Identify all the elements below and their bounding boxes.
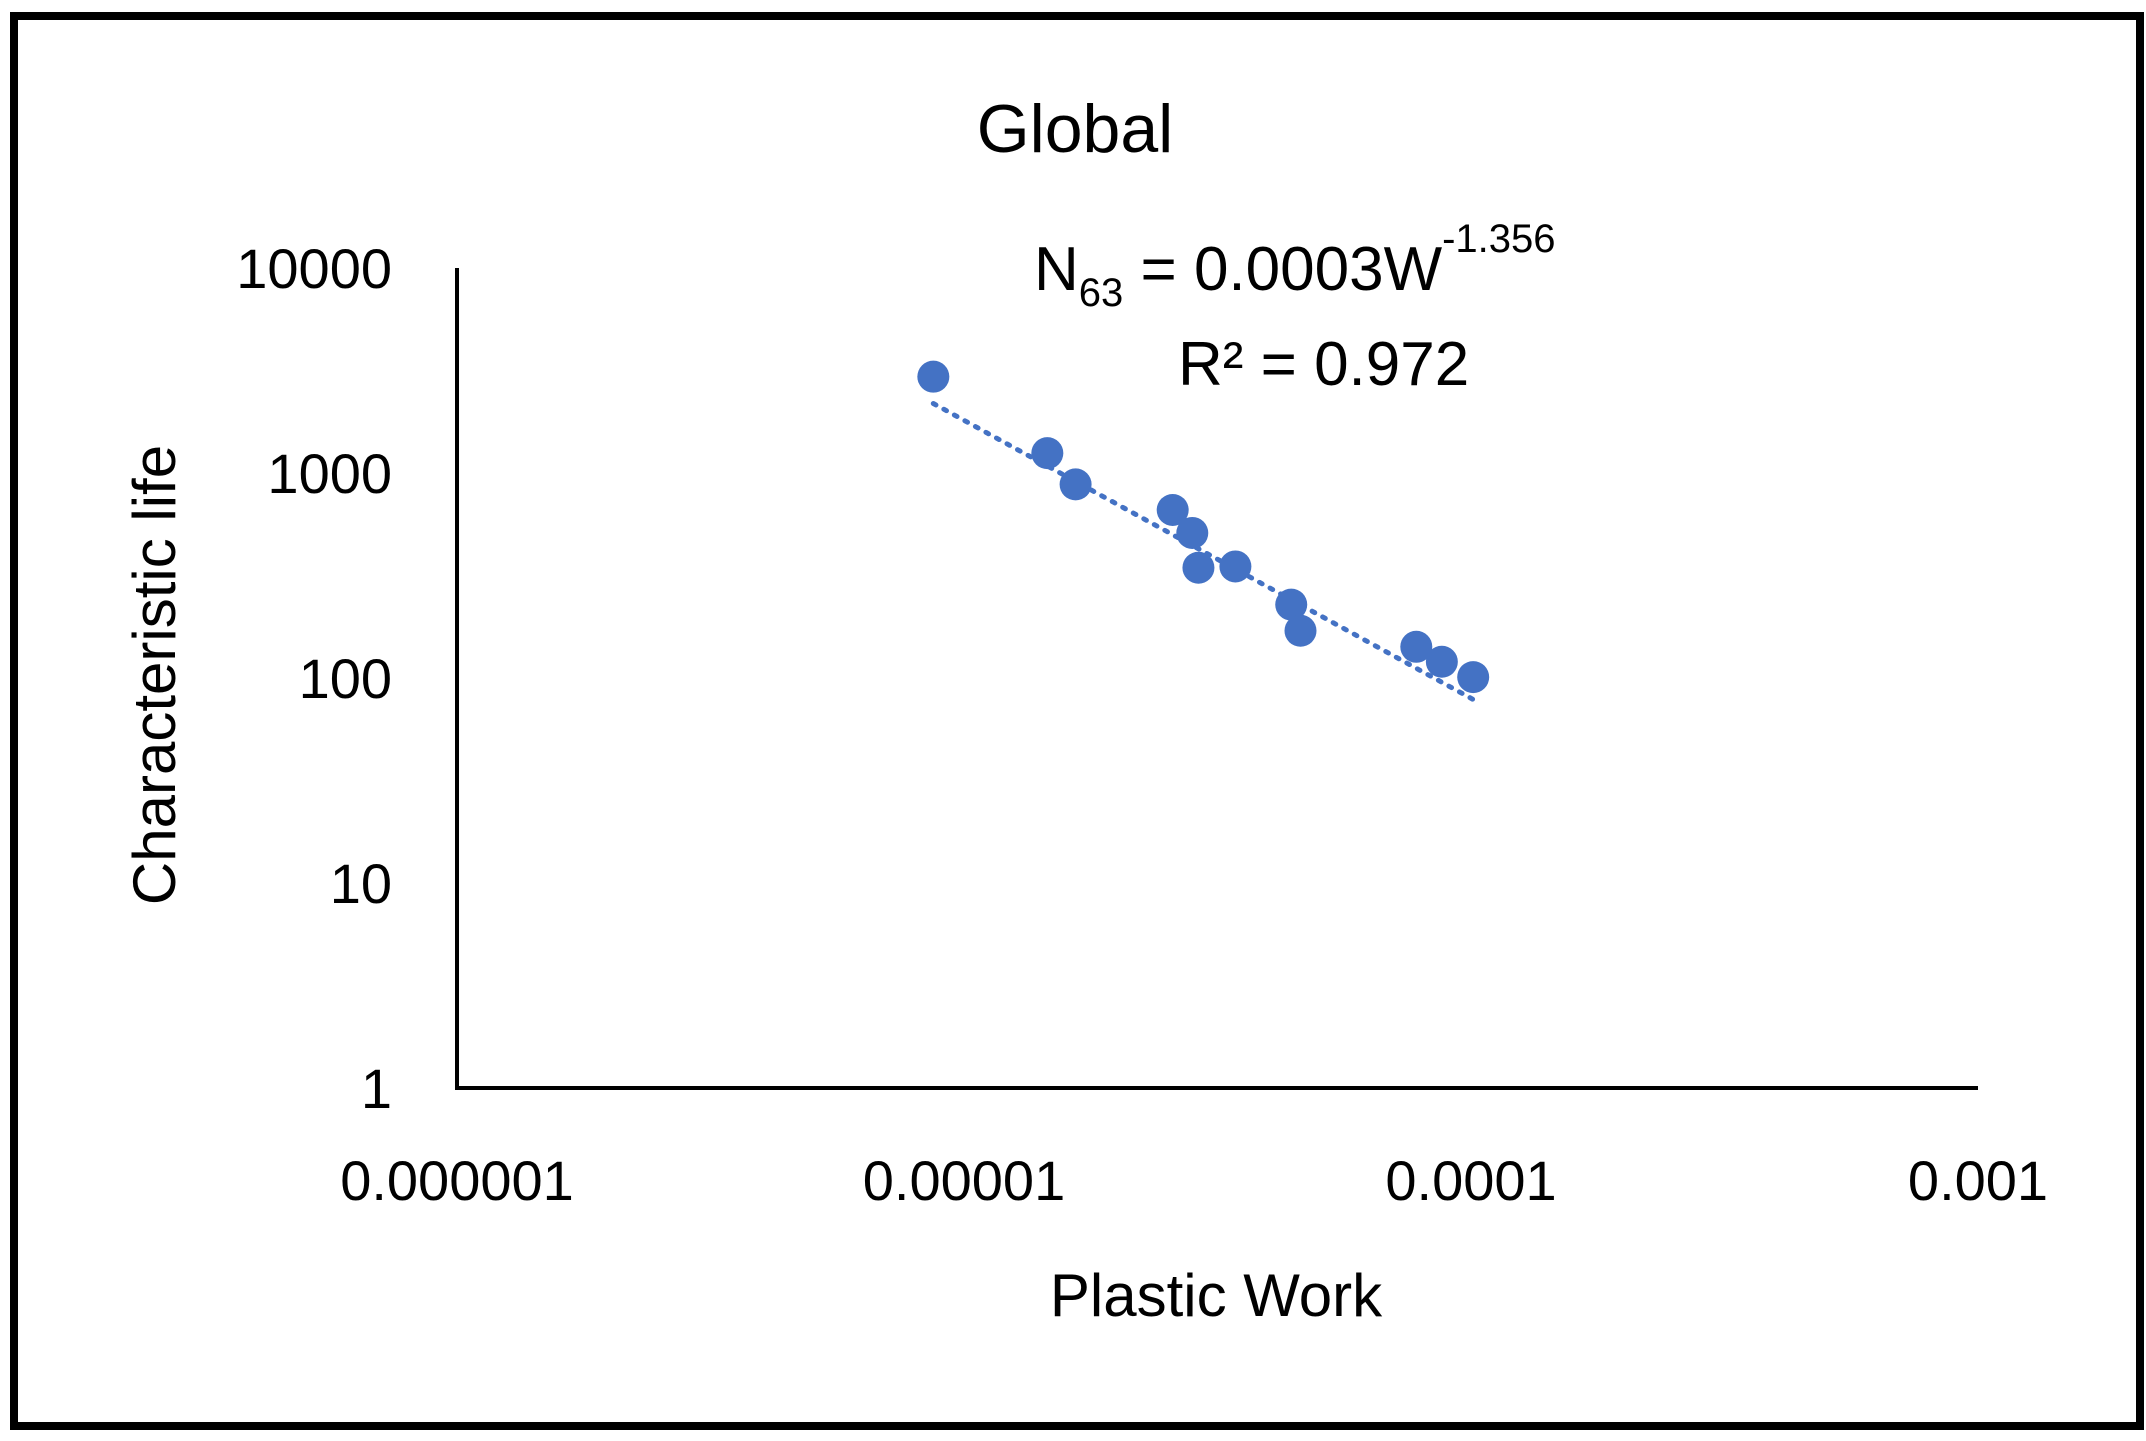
data-point bbox=[1031, 437, 1064, 470]
x-tick-label: 0.001 bbox=[1908, 1149, 2048, 1212]
data-point bbox=[1156, 493, 1189, 526]
chart-title: Global bbox=[977, 91, 1174, 167]
x-tick-labels: 0.000001 0.00001 0.0001 0.001 bbox=[340, 1149, 2048, 1212]
y-tick-label: 100 bbox=[299, 647, 392, 710]
x-axis-label: Plastic Work bbox=[1050, 1262, 1383, 1329]
data-point bbox=[917, 360, 950, 393]
data-points bbox=[917, 360, 1490, 694]
x-tick-label: 0.0001 bbox=[1385, 1149, 1556, 1212]
y-tick-label: 10000 bbox=[236, 237, 392, 300]
y-tick-label: 1000 bbox=[267, 442, 392, 505]
chart-frame bbox=[10, 12, 2144, 1430]
data-point bbox=[1176, 516, 1209, 549]
data-point bbox=[1182, 551, 1215, 584]
r-squared-label: R² = 0.972 bbox=[1178, 330, 1469, 399]
data-point bbox=[1275, 588, 1308, 621]
y-axis-label: Characteristic life bbox=[121, 445, 188, 905]
data-point bbox=[1059, 468, 1092, 501]
data-point bbox=[1219, 550, 1252, 583]
x-tick-label: 0.00001 bbox=[863, 1149, 1065, 1212]
y-tick-label: 10 bbox=[330, 852, 392, 915]
data-point bbox=[1425, 645, 1458, 678]
data-point bbox=[1284, 614, 1317, 647]
trendline-equation: N63 = 0.0003W-1.356 bbox=[1034, 217, 1556, 315]
y-tick-label: 1 bbox=[361, 1057, 392, 1120]
y-tick-labels: 1 10 100 1000 10000 bbox=[236, 237, 392, 1120]
data-point bbox=[1400, 630, 1433, 663]
axes bbox=[455, 268, 1978, 1090]
trendline bbox=[930, 401, 1476, 702]
data-point bbox=[1457, 661, 1490, 694]
x-tick-label: 0.000001 bbox=[340, 1149, 574, 1212]
